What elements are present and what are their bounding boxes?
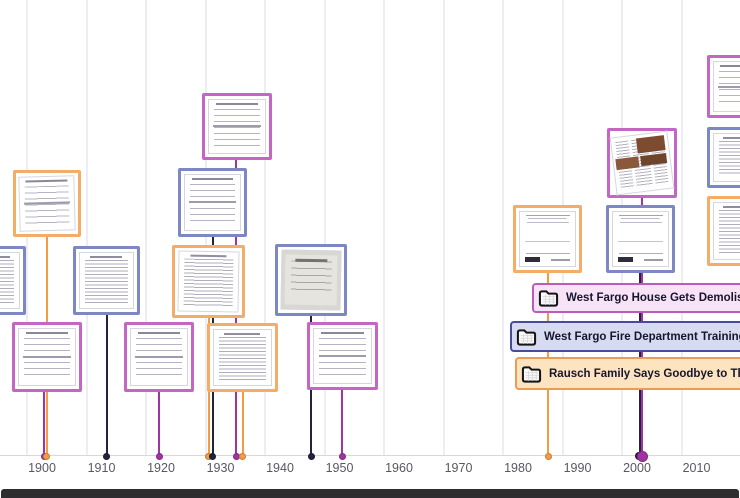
document-card-blank-cert-1985-orange[interactable] xyxy=(513,205,582,273)
document-card-letter-left-edge-blue[interactable] xyxy=(0,246,26,315)
axis-year-label: 1950 xyxy=(325,461,354,475)
newspaper-photo xyxy=(640,153,667,167)
folder-icon xyxy=(521,365,542,383)
event-bar-title: West Fargo Fire Department Training P xyxy=(544,330,740,343)
bottom-navigation-bar[interactable] xyxy=(1,489,739,498)
event-bar-west-fargo-house-demolished[interactable]: West Fargo House Gets Demolishe xyxy=(532,283,740,313)
axis-year-label: 1990 xyxy=(563,461,592,475)
event-marker-dot[interactable] xyxy=(636,450,648,462)
event-bar-west-fargo-fire-training[interactable]: West Fargo Fire Department Training P xyxy=(510,321,740,352)
document-thumbnail xyxy=(280,249,342,311)
document-thumbnail xyxy=(713,202,740,260)
document-card-form-1903-magenta[interactable] xyxy=(12,322,82,392)
axis-year-label: 1910 xyxy=(87,461,116,475)
document-card-form-1935-magenta-top[interactable] xyxy=(202,93,272,160)
document-thumbnail xyxy=(519,211,576,267)
event-connector-line xyxy=(241,389,244,456)
document-thumbnail xyxy=(184,174,241,231)
document-thumbnail xyxy=(609,130,675,196)
event-marker-dot[interactable] xyxy=(205,452,212,460)
event-marker-dot[interactable] xyxy=(155,452,163,460)
event-bar-title: Rausch Family Says Goodbye to Their H xyxy=(549,367,740,380)
newspaper-photo xyxy=(636,135,666,154)
document-thumbnail xyxy=(208,99,266,154)
document-thumbnail xyxy=(213,329,272,386)
document-card-form-1931-blue[interactable] xyxy=(178,168,247,237)
document-thumbnail xyxy=(18,328,76,386)
axis-year-label: 1980 xyxy=(504,461,532,475)
axis-year-label: 1970 xyxy=(444,461,473,475)
document-card-cert-2000-blue[interactable] xyxy=(606,205,675,273)
axis-year-label: 1930 xyxy=(206,461,235,475)
event-marker-dot[interactable] xyxy=(239,452,246,460)
event-connector-line xyxy=(341,387,343,456)
document-thumbnail xyxy=(130,328,188,386)
event-bar-title: West Fargo House Gets Demolishe xyxy=(566,292,740,304)
folder-icon xyxy=(516,328,537,346)
axis-year-label: 2010 xyxy=(682,461,711,475)
document-thumbnail xyxy=(18,175,76,232)
newspaper-photo xyxy=(615,156,640,171)
event-marker-dot[interactable] xyxy=(338,452,346,460)
document-card-letter-right-edge-blue[interactable] xyxy=(707,127,740,188)
document-card-cert-1903-orange[interactable] xyxy=(13,170,81,237)
decade-gridline xyxy=(442,0,445,455)
document-card-letter-1936-orange[interactable] xyxy=(207,323,278,392)
event-marker-dot[interactable] xyxy=(43,452,50,460)
document-card-letter-1913-blue[interactable] xyxy=(73,246,140,315)
event-marker-dot[interactable] xyxy=(544,452,552,460)
axis-year-label: 1960 xyxy=(385,461,413,475)
document-card-form-1922-magenta[interactable] xyxy=(124,322,194,392)
event-connector-line xyxy=(105,312,108,456)
event-marker-dot[interactable] xyxy=(209,452,216,460)
axis-year-label: 1900 xyxy=(28,461,56,475)
decade-gridline xyxy=(680,0,683,455)
document-thumbnail xyxy=(713,133,740,182)
folder-icon xyxy=(538,290,559,307)
document-thumbnail xyxy=(177,250,240,313)
event-connector-line xyxy=(158,389,160,456)
document-thumbnail xyxy=(713,61,740,112)
axis-year-label: 1940 xyxy=(266,461,294,475)
document-card-form-1952-magenta[interactable] xyxy=(307,322,378,390)
document-thumbnail xyxy=(0,252,20,309)
event-marker-dot[interactable] xyxy=(307,452,315,460)
decade-gridline xyxy=(264,0,266,455)
document-card-gray-certificate-1947-blue[interactable] xyxy=(275,244,347,316)
event-marker-dot[interactable] xyxy=(232,452,240,460)
event-connector-line xyxy=(43,389,45,456)
event-marker-dot[interactable] xyxy=(103,452,110,460)
decade-gridline xyxy=(85,0,88,455)
document-thumbnail xyxy=(612,211,669,267)
axis-year-label: 1920 xyxy=(147,461,175,475)
decade-gridline xyxy=(383,0,385,455)
decade-gridline xyxy=(323,0,326,455)
document-card-letter-1930-orange[interactable] xyxy=(172,245,245,318)
axis-year-label: 2000 xyxy=(623,461,651,475)
document-card-newspaper-clipping-magenta[interactable] xyxy=(607,128,677,198)
document-thumbnail xyxy=(313,328,372,384)
decade-gridline xyxy=(145,0,147,455)
timeline-axis xyxy=(0,455,740,456)
event-bar-rausch-family-goodbye[interactable]: Rausch Family Says Goodbye to Their H xyxy=(515,357,740,390)
decade-gridline xyxy=(502,0,504,455)
document-card-letter-right-edge-orange[interactable] xyxy=(707,196,740,266)
document-card-form-right-edge-magenta[interactable] xyxy=(707,55,740,118)
document-thumbnail xyxy=(79,252,134,309)
